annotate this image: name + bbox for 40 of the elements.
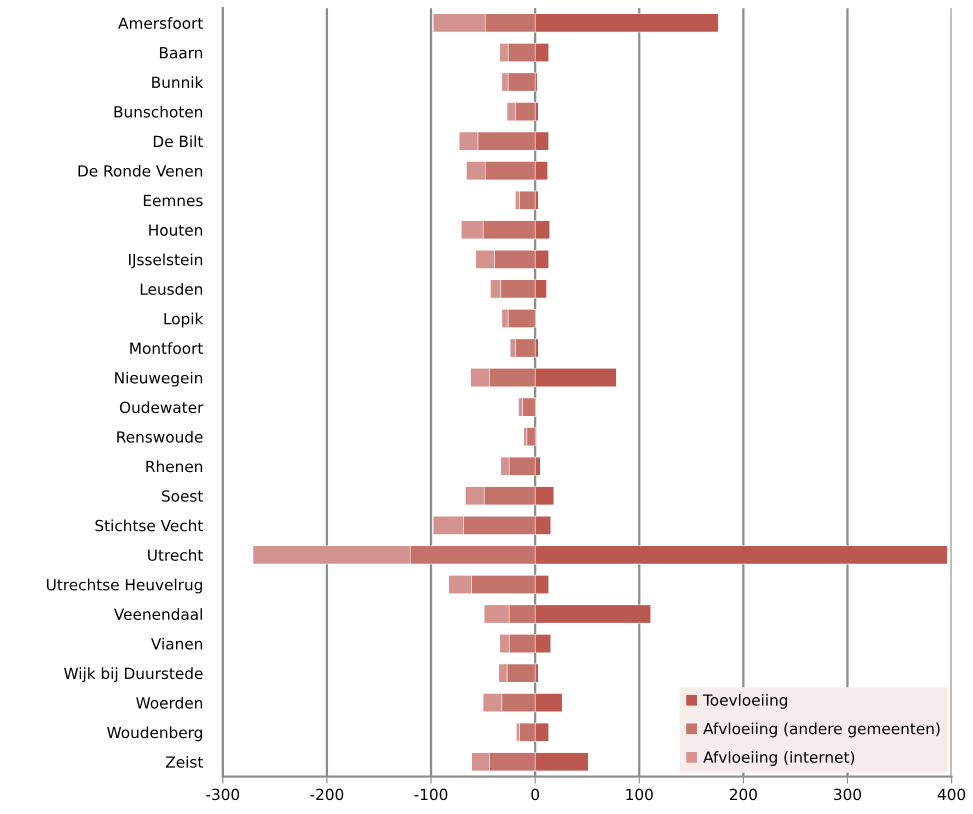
y-tick-label: Stichtse Vecht xyxy=(95,520,204,532)
y-tick-label: Rhenen xyxy=(146,460,202,472)
x-tick-label: 200 xyxy=(730,788,757,800)
y-tick-label: Wijk bij Duurstede xyxy=(64,667,203,682)
x-tick-label: 400 xyxy=(938,788,966,800)
x-tick-label: -300 xyxy=(206,788,240,800)
y-tick-label: Houten xyxy=(149,224,202,236)
y-tick-label: Montfoort xyxy=(130,342,204,354)
bar xyxy=(519,190,536,210)
x-tick-label: -100 xyxy=(414,788,448,800)
y-tick-label: Renswoude xyxy=(117,430,203,443)
x-tick-label: 0 xyxy=(531,788,539,800)
y-tick-label: Amersfoort xyxy=(118,17,204,29)
x-tick-label: -200 xyxy=(310,788,344,800)
bar xyxy=(526,427,536,446)
y-tick-label: De Ronde Venen xyxy=(78,164,202,177)
y-tick-label: Baarn xyxy=(160,47,202,58)
y-tick-label: Nieuwegein xyxy=(115,372,202,387)
y-tick-label: Utrechtse Heuvelrug xyxy=(46,578,202,594)
y-tick-label: Bunnik xyxy=(152,76,204,88)
y-tick-label: Bunschoten xyxy=(114,106,202,118)
y-tick-label: Veenendaal xyxy=(114,608,202,620)
legend-label: Toevloeiing xyxy=(703,694,788,709)
y-tick-label: Woerden xyxy=(136,696,202,709)
y-tick-label: Utrecht xyxy=(148,549,204,561)
x-tick-label: 300 xyxy=(834,788,862,800)
y-tick-label: Eemnes xyxy=(144,194,203,206)
legend-label: Afvloeiing (andere gemeenten) xyxy=(703,722,940,738)
y-tick-label: Lopik xyxy=(164,312,204,328)
y-tick-label: Woudenberg xyxy=(107,726,202,742)
y-tick-label: Zeist xyxy=(166,756,204,768)
y-tick-label: De Bilt xyxy=(154,135,204,148)
y-tick-label: Oudewater xyxy=(120,401,204,414)
x-tick-label: 100 xyxy=(626,788,653,800)
y-tick-label: IJsselstein xyxy=(129,254,202,268)
bar xyxy=(522,398,536,417)
y-tick-label: Vianen xyxy=(151,638,202,650)
y-tick-label: Leusden xyxy=(140,283,202,295)
y-tick-label: Soest xyxy=(162,490,204,502)
legend-label: Afvloeiing (internet) xyxy=(703,751,854,766)
